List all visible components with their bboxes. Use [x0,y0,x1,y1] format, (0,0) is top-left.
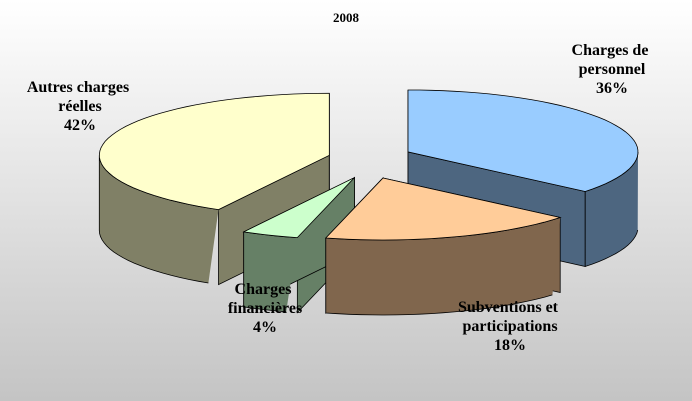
slice-label: Charges financières [228,281,302,317]
slice-label: Charges de personnel [572,42,653,78]
slice [324,177,562,241]
chart-title: 2008 [333,10,360,25]
slice-value-label: 18% [494,337,526,354]
slice-label: Subventions et participations [458,299,562,335]
slice [99,92,330,211]
slice [242,177,355,239]
pie [98,89,639,316]
labels: Charges de personnel 36% Subventions et pa… [27,42,653,354]
slice-value-label: 36% [596,80,628,97]
slice-label: Autres charges réelles [27,79,133,115]
slice-value-label: 42% [64,117,96,134]
slice-value-label: 4% [253,319,277,336]
slice [407,89,639,192]
